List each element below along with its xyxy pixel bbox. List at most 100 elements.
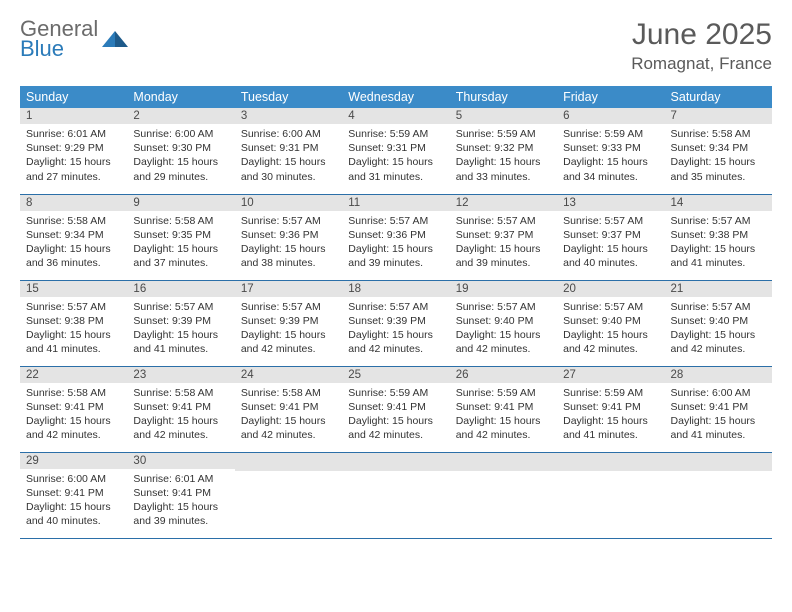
- day-number: 1: [20, 108, 127, 124]
- day-body: Sunrise: 5:57 AMSunset: 9:38 PMDaylight:…: [665, 211, 772, 275]
- daylight-text: Daylight: 15 hours and 30 minutes.: [241, 155, 336, 183]
- calendar-day-cell: 3Sunrise: 6:00 AMSunset: 9:31 PMDaylight…: [235, 108, 342, 194]
- weekday-header-row: Sunday Monday Tuesday Wednesday Thursday…: [20, 86, 772, 108]
- calendar-day-cell: 19Sunrise: 5:57 AMSunset: 9:40 PMDayligh…: [450, 280, 557, 366]
- sunrise-text: Sunrise: 6:01 AM: [133, 472, 228, 486]
- daylight-text: Daylight: 15 hours and 41 minutes.: [563, 414, 658, 442]
- calendar-day-cell: 14Sunrise: 5:57 AMSunset: 9:38 PMDayligh…: [665, 194, 772, 280]
- sunset-text: Sunset: 9:36 PM: [241, 228, 336, 242]
- sunset-text: Sunset: 9:41 PM: [133, 486, 228, 500]
- day-number: 16: [127, 281, 234, 297]
- daylight-text: Daylight: 15 hours and 34 minutes.: [563, 155, 658, 183]
- weekday-header: Friday: [557, 86, 664, 108]
- daylight-text: Daylight: 15 hours and 41 minutes.: [671, 414, 766, 442]
- day-body: Sunrise: 6:00 AMSunset: 9:41 PMDaylight:…: [665, 383, 772, 447]
- sunset-text: Sunset: 9:39 PM: [348, 314, 443, 328]
- day-body: Sunrise: 5:59 AMSunset: 9:41 PMDaylight:…: [557, 383, 664, 447]
- calendar-day-cell: [235, 452, 342, 538]
- day-body: Sunrise: 6:00 AMSunset: 9:30 PMDaylight:…: [127, 124, 234, 188]
- calendar-day-cell: 29Sunrise: 6:00 AMSunset: 9:41 PMDayligh…: [20, 452, 127, 538]
- sunset-text: Sunset: 9:41 PM: [133, 400, 228, 414]
- calendar-table: Sunday Monday Tuesday Wednesday Thursday…: [20, 86, 772, 539]
- sunrise-text: Sunrise: 5:57 AM: [563, 300, 658, 314]
- calendar-day-cell: 12Sunrise: 5:57 AMSunset: 9:37 PMDayligh…: [450, 194, 557, 280]
- daylight-text: Daylight: 15 hours and 39 minutes.: [456, 242, 551, 270]
- daylight-text: Daylight: 15 hours and 42 minutes.: [563, 328, 658, 356]
- day-number: 15: [20, 281, 127, 297]
- sunset-text: Sunset: 9:37 PM: [563, 228, 658, 242]
- page-header: General Blue June 2025 Romagnat, France: [20, 18, 772, 74]
- weekday-header: Thursday: [450, 86, 557, 108]
- logo-line2: Blue: [20, 38, 98, 60]
- sunset-text: Sunset: 9:40 PM: [456, 314, 551, 328]
- sunrise-text: Sunrise: 5:57 AM: [456, 300, 551, 314]
- daylight-text: Daylight: 15 hours and 37 minutes.: [133, 242, 228, 270]
- sunrise-text: Sunrise: 6:00 AM: [671, 386, 766, 400]
- day-body: Sunrise: 5:58 AMSunset: 9:35 PMDaylight:…: [127, 211, 234, 275]
- daylight-text: Daylight: 15 hours and 31 minutes.: [348, 155, 443, 183]
- weekday-header: Sunday: [20, 86, 127, 108]
- day-number: 14: [665, 195, 772, 211]
- sunset-text: Sunset: 9:41 PM: [456, 400, 551, 414]
- sunset-text: Sunset: 9:31 PM: [348, 141, 443, 155]
- day-number: 18: [342, 281, 449, 297]
- day-number: 5: [450, 108, 557, 124]
- daylight-text: Daylight: 15 hours and 39 minutes.: [348, 242, 443, 270]
- calendar-day-cell: 9Sunrise: 5:58 AMSunset: 9:35 PMDaylight…: [127, 194, 234, 280]
- calendar-day-cell: 24Sunrise: 5:58 AMSunset: 9:41 PMDayligh…: [235, 366, 342, 452]
- sunrise-text: Sunrise: 5:59 AM: [456, 127, 551, 141]
- day-body: Sunrise: 5:57 AMSunset: 9:40 PMDaylight:…: [450, 297, 557, 361]
- sunset-text: Sunset: 9:40 PM: [563, 314, 658, 328]
- day-body: Sunrise: 5:59 AMSunset: 9:41 PMDaylight:…: [450, 383, 557, 447]
- day-number: 4: [342, 108, 449, 124]
- calendar-day-cell: 25Sunrise: 5:59 AMSunset: 9:41 PMDayligh…: [342, 366, 449, 452]
- day-number: 11: [342, 195, 449, 211]
- sunset-text: Sunset: 9:40 PM: [671, 314, 766, 328]
- sunrise-text: Sunrise: 5:59 AM: [563, 386, 658, 400]
- day-number: 12: [450, 195, 557, 211]
- sunset-text: Sunset: 9:29 PM: [26, 141, 121, 155]
- sunrise-text: Sunrise: 5:58 AM: [26, 386, 121, 400]
- day-number-empty: [235, 453, 342, 471]
- daylight-text: Daylight: 15 hours and 42 minutes.: [456, 328, 551, 356]
- calendar-day-cell: [665, 452, 772, 538]
- calendar-day-cell: [557, 452, 664, 538]
- day-body: Sunrise: 5:57 AMSunset: 9:37 PMDaylight:…: [557, 211, 664, 275]
- sunset-text: Sunset: 9:38 PM: [26, 314, 121, 328]
- calendar-day-cell: 18Sunrise: 5:57 AMSunset: 9:39 PMDayligh…: [342, 280, 449, 366]
- sunset-text: Sunset: 9:41 PM: [348, 400, 443, 414]
- day-body: Sunrise: 6:00 AMSunset: 9:31 PMDaylight:…: [235, 124, 342, 188]
- calendar-day-cell: 1Sunrise: 6:01 AMSunset: 9:29 PMDaylight…: [20, 108, 127, 194]
- day-body: Sunrise: 5:57 AMSunset: 9:38 PMDaylight:…: [20, 297, 127, 361]
- daylight-text: Daylight: 15 hours and 42 minutes.: [671, 328, 766, 356]
- day-number: 30: [127, 453, 234, 469]
- sunrise-text: Sunrise: 5:57 AM: [348, 214, 443, 228]
- calendar-day-cell: [342, 452, 449, 538]
- day-body: Sunrise: 6:01 AMSunset: 9:41 PMDaylight:…: [127, 469, 234, 533]
- daylight-text: Daylight: 15 hours and 36 minutes.: [26, 242, 121, 270]
- day-body: Sunrise: 5:57 AMSunset: 9:39 PMDaylight:…: [127, 297, 234, 361]
- sunset-text: Sunset: 9:35 PM: [133, 228, 228, 242]
- day-number: 29: [20, 453, 127, 469]
- calendar-day-cell: 26Sunrise: 5:59 AMSunset: 9:41 PMDayligh…: [450, 366, 557, 452]
- calendar-day-cell: 21Sunrise: 5:57 AMSunset: 9:40 PMDayligh…: [665, 280, 772, 366]
- calendar-week-row: 29Sunrise: 6:00 AMSunset: 9:41 PMDayligh…: [20, 452, 772, 538]
- day-number: 27: [557, 367, 664, 383]
- sunset-text: Sunset: 9:38 PM: [671, 228, 766, 242]
- day-number-empty: [450, 453, 557, 471]
- day-body: Sunrise: 5:59 AMSunset: 9:41 PMDaylight:…: [342, 383, 449, 447]
- sunrise-text: Sunrise: 6:00 AM: [133, 127, 228, 141]
- sunset-text: Sunset: 9:41 PM: [671, 400, 766, 414]
- sunset-text: Sunset: 9:41 PM: [241, 400, 336, 414]
- calendar-day-cell: 23Sunrise: 5:58 AMSunset: 9:41 PMDayligh…: [127, 366, 234, 452]
- daylight-text: Daylight: 15 hours and 41 minutes.: [671, 242, 766, 270]
- sunrise-text: Sunrise: 5:59 AM: [563, 127, 658, 141]
- calendar-day-cell: 10Sunrise: 5:57 AMSunset: 9:36 PMDayligh…: [235, 194, 342, 280]
- daylight-text: Daylight: 15 hours and 42 minutes.: [348, 328, 443, 356]
- calendar-day-cell: [450, 452, 557, 538]
- sunrise-text: Sunrise: 5:57 AM: [456, 214, 551, 228]
- day-body: Sunrise: 5:59 AMSunset: 9:33 PMDaylight:…: [557, 124, 664, 188]
- day-number-empty: [665, 453, 772, 471]
- calendar-day-cell: 2Sunrise: 6:00 AMSunset: 9:30 PMDaylight…: [127, 108, 234, 194]
- daylight-text: Daylight: 15 hours and 42 minutes.: [133, 414, 228, 442]
